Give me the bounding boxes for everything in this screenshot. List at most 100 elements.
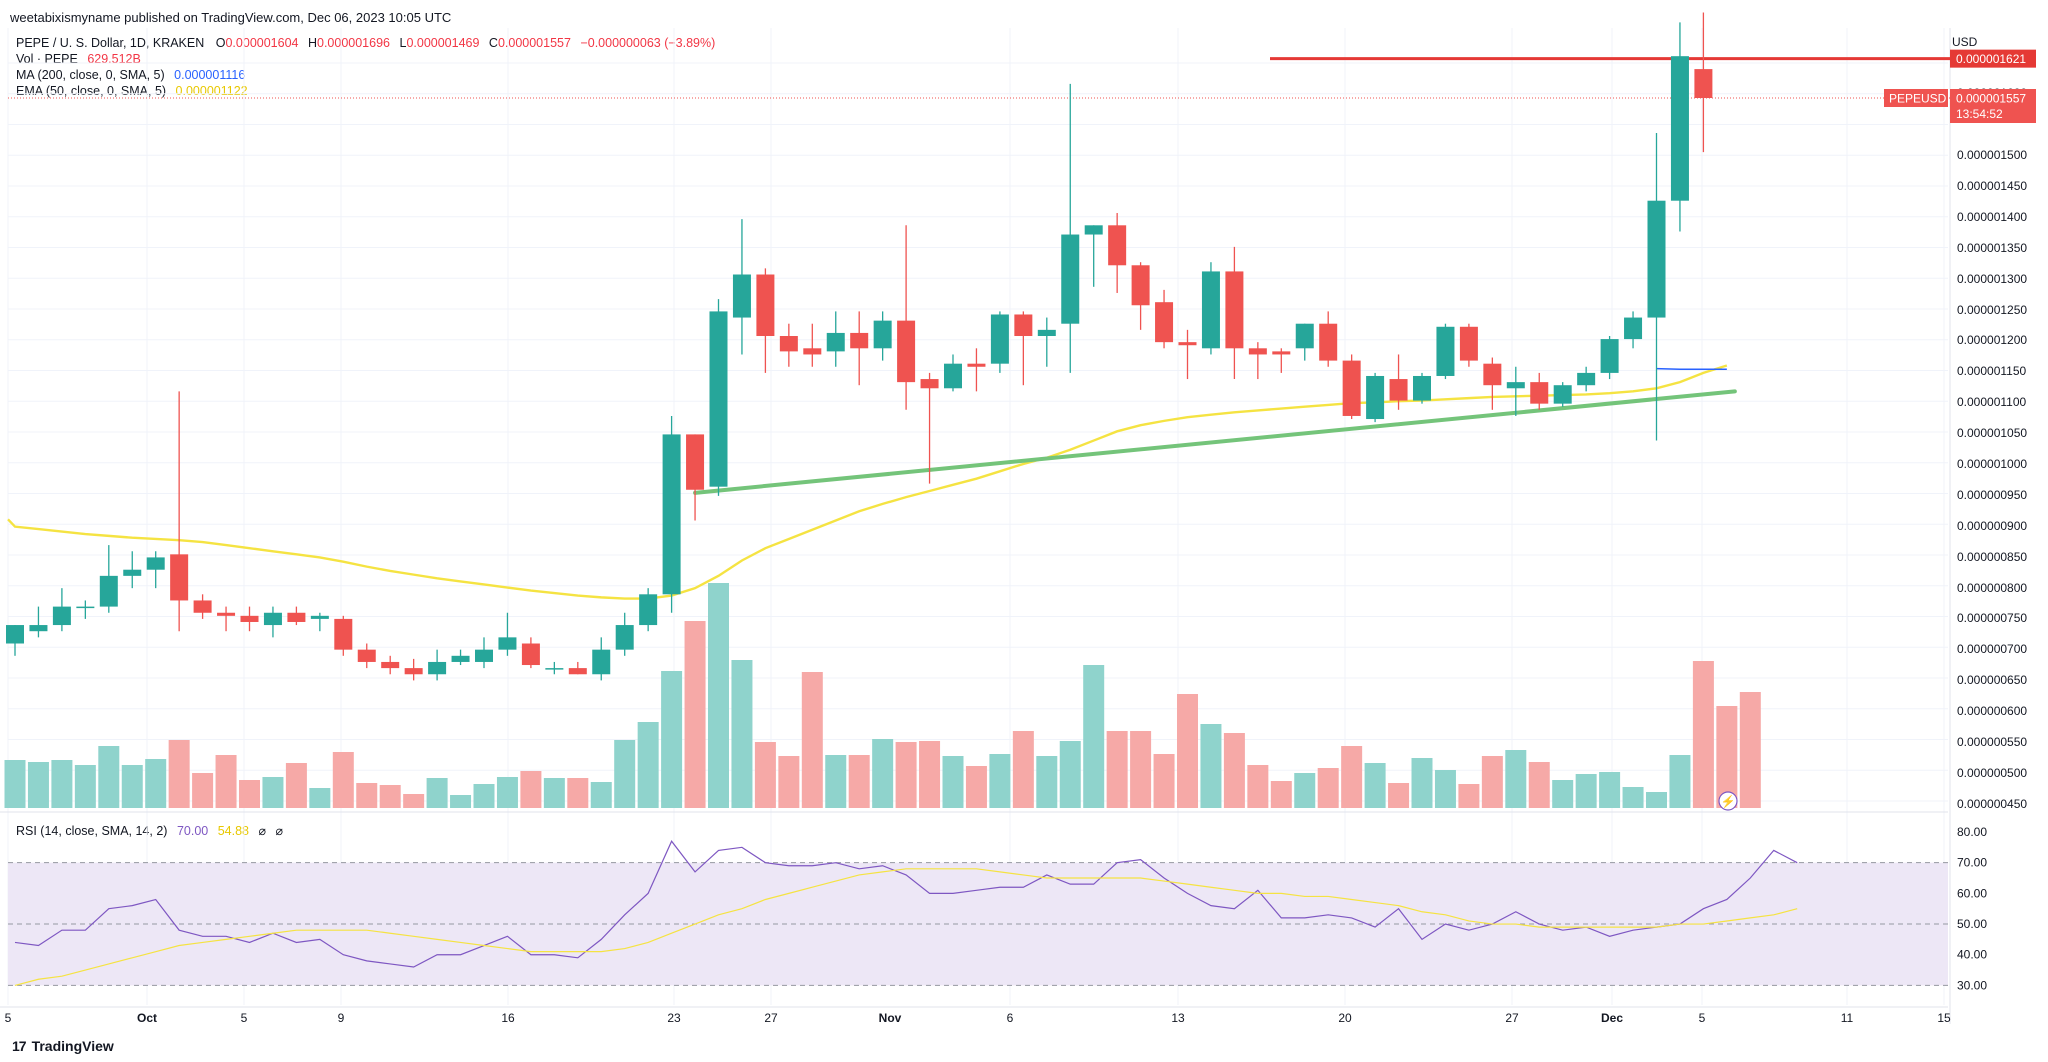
candle-body — [1647, 200, 1666, 318]
volume-bar — [262, 777, 284, 808]
volume-bar — [1317, 768, 1339, 808]
rsi-tick-label: 60.00 — [1957, 886, 1987, 900]
rsi-tick-label: 40.00 — [1957, 948, 1987, 962]
volume-bar — [450, 795, 472, 808]
volume-bar — [215, 755, 237, 808]
volume-bar — [27, 762, 49, 808]
volume-bars — [4, 583, 1761, 808]
candle-body — [592, 649, 611, 675]
candle-body — [1553, 385, 1572, 404]
price-tick-label: 0.000000950 — [1957, 488, 2027, 502]
candle-body — [756, 274, 775, 337]
candle-body — [1201, 271, 1220, 349]
price-tick-label: 0.000001100 — [1957, 395, 2027, 409]
price-tick-label: 0.000001200 — [1957, 333, 2027, 347]
trend-line — [693, 389, 1737, 495]
volume-bar — [1692, 661, 1714, 808]
rsi-band-fill — [8, 862, 1948, 986]
currency-label: USD — [1952, 35, 1978, 49]
volume-bar — [1434, 770, 1456, 808]
candle-body — [76, 606, 95, 609]
volume-bar — [1364, 763, 1386, 808]
candle-body — [1272, 351, 1291, 355]
candle-body — [850, 332, 869, 349]
volume-bar — [614, 740, 636, 808]
volume-bar — [754, 742, 776, 808]
candle-body — [1108, 225, 1127, 266]
ma-line — [1656, 367, 1727, 370]
volume-bar — [848, 755, 870, 808]
candle-body — [521, 643, 540, 666]
price-tick-label: 0.000001500 — [1957, 148, 2027, 162]
rsi-tick-label: 70.00 — [1957, 856, 1987, 870]
time-tick-label: 27 — [764, 1011, 778, 1025]
rsi-panel — [8, 840, 1948, 986]
price-tick-label: 0.000001450 — [1957, 179, 2027, 193]
open-label: O — [215, 36, 226, 50]
volume-bar — [965, 766, 987, 808]
volume-bar — [239, 780, 260, 808]
price-tick-label: 0.000000550 — [1957, 735, 2027, 749]
volume-bar — [1130, 731, 1152, 808]
candle-body — [1342, 360, 1361, 416]
rsi-legend-extra-1: ⌀ — [258, 824, 266, 838]
candle-body — [1413, 375, 1431, 401]
time-tick-label: 5 — [1699, 1011, 1706, 1025]
candle-body — [498, 637, 517, 650]
candle-body — [1483, 363, 1502, 386]
volume-bar — [1599, 772, 1621, 808]
time-tick-label: 16 — [501, 1011, 515, 1025]
rsi-tick-label: 50.00 — [1957, 917, 1987, 931]
candle-body — [1506, 382, 1525, 389]
candle-body — [193, 600, 212, 613]
candle-body — [1389, 379, 1408, 401]
price-tick-label: 0.000000850 — [1957, 550, 2027, 564]
volume-bar — [1036, 756, 1058, 808]
volume-bar — [567, 778, 589, 808]
axes: 0.0000016500.0000016000.0000015000.00000… — [5, 49, 2036, 1025]
current-price-tag: 0.000001557 — [1956, 92, 2026, 106]
candle-body — [1459, 326, 1478, 361]
candle-body — [967, 363, 986, 367]
volume-bar — [98, 746, 120, 808]
price-tick-label: 0.000000700 — [1957, 642, 2027, 656]
volume-bar — [637, 722, 659, 808]
candle-body — [1295, 323, 1314, 349]
volume-bar — [895, 742, 917, 808]
ma-legend-label: MA (200, close, 0, SMA, 5) — [16, 68, 165, 82]
candle-body — [1084, 225, 1103, 235]
rsi-legend-label: RSI (14, close, SMA, 14, 2) — [16, 824, 168, 838]
current-price-tag-bg — [1950, 89, 2036, 123]
volume-bar — [989, 754, 1011, 808]
time-tick-label: 11 — [1841, 1011, 1854, 1025]
candle-body — [1037, 329, 1056, 337]
rsi-ma-line — [14, 868, 1798, 986]
volume-bar — [731, 660, 753, 808]
rsi-tick-label: 80.00 — [1957, 825, 1987, 839]
low-value: 0.000001469 — [406, 36, 480, 50]
volume-bar — [379, 785, 401, 808]
candle-body — [1319, 323, 1338, 361]
volume-bar — [309, 788, 331, 808]
ema-legend-label: EMA (50, close, 0, SMA, 5) — [16, 84, 167, 98]
low-label: L — [399, 36, 407, 50]
candles — [6, 12, 1713, 681]
time-tick-label: 5 — [241, 1011, 248, 1025]
candle-body — [217, 612, 236, 616]
tradingview-wordmark: TradingView — [31, 1038, 114, 1054]
close-value: 0.000001557 — [497, 36, 571, 50]
volume-bar — [121, 765, 143, 808]
volume-bar — [708, 583, 729, 808]
price-tick-label: 0.000001400 — [1957, 210, 2027, 224]
price-tick-label: 0.000000750 — [1957, 611, 2027, 625]
price-tick-label: 0.000001250 — [1957, 303, 2027, 317]
flash-icon[interactable] — [1718, 791, 1738, 811]
price-tick-label: 0.000001150 — [1957, 364, 2027, 378]
volume-bar — [543, 778, 565, 808]
volume-bar — [872, 739, 894, 808]
volume-bar — [1153, 754, 1175, 808]
close-label: C — [488, 36, 498, 50]
volume-bar — [1247, 765, 1269, 808]
volume-bar — [1388, 783, 1410, 808]
